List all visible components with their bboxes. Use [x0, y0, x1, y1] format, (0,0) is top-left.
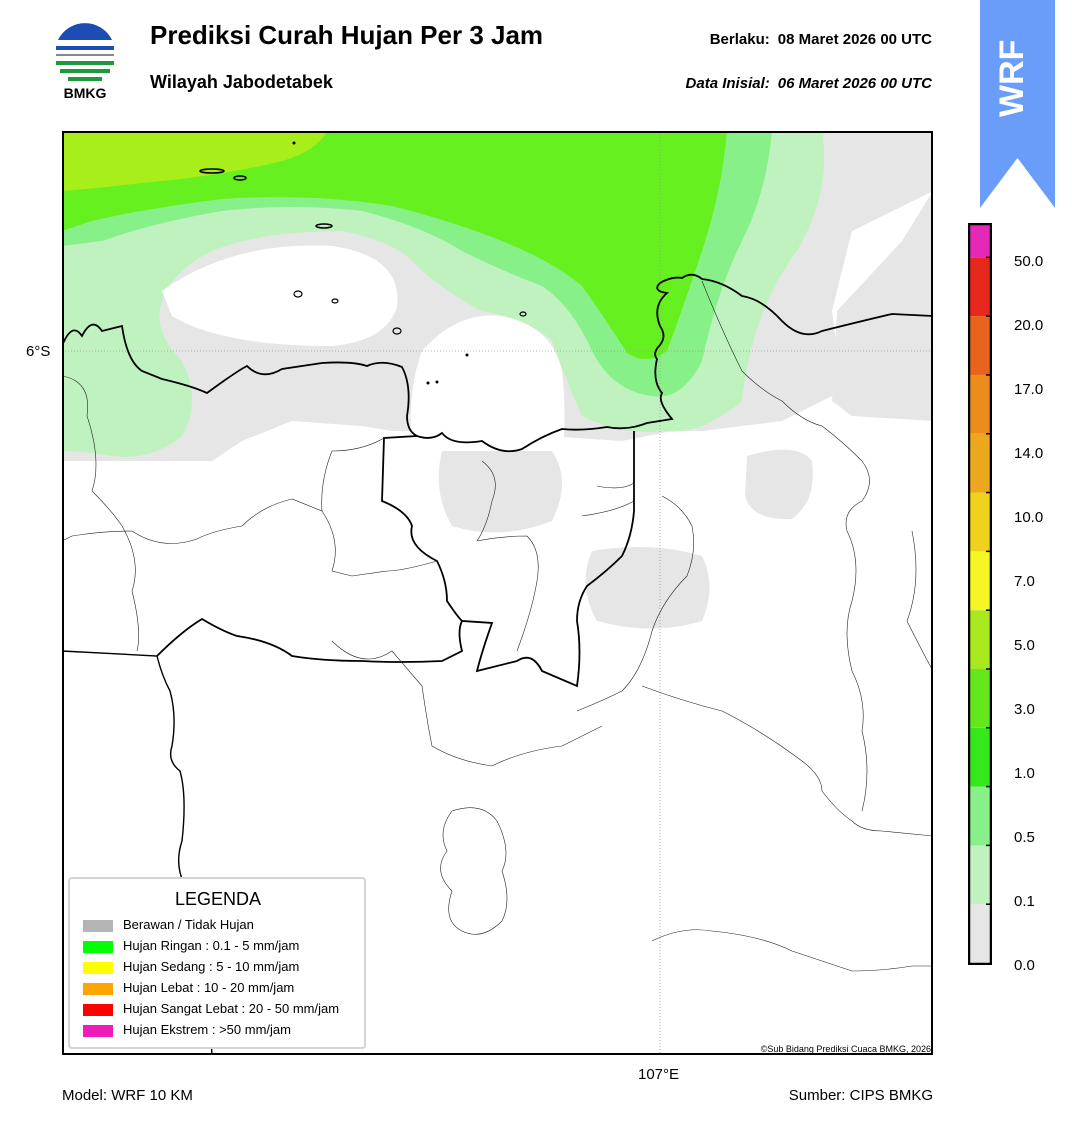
district-line	[62, 437, 385, 544]
colorbar-tick: 10.0	[1014, 509, 1044, 526]
colorbar-tick: 20.0	[1014, 317, 1044, 334]
rain-moderate	[62, 131, 327, 191]
legend-label: Hujan Ekstrem : >50 mm/jam	[123, 1022, 291, 1037]
page-subtitle: Wilayah Jabodetabek	[150, 72, 333, 92]
district-line	[641, 685, 933, 837]
clear-zone-1b	[162, 245, 398, 346]
colorbar-tick: 3.0	[1014, 701, 1035, 718]
legend-item: Hujan Sangat Lebat : 20 - 50 mm/jam	[83, 1000, 339, 1018]
district-line	[121, 525, 139, 652]
legend-label: Hujan Lebat : 10 - 20 mm/jam	[123, 980, 295, 995]
colorbar-tick: 7.0	[1014, 573, 1035, 590]
no-rain-cell-2	[585, 547, 710, 629]
island	[199, 168, 225, 174]
legend-swatch	[83, 940, 113, 953]
map-legend: LEGENDA Berawan / Tidak Hujan Hujan Ring…	[68, 877, 366, 1049]
colorbar	[968, 223, 992, 965]
district-line	[440, 807, 508, 935]
clear-zone-2b	[410, 315, 565, 451]
colorbar-segment	[970, 727, 990, 787]
valid-label: Berlaku:	[709, 31, 770, 48]
no-rain-cell-1	[438, 443, 562, 533]
wrf-badge-icon	[980, 0, 1055, 208]
colorbar-tick: 1.0	[1014, 765, 1035, 782]
district-line	[651, 929, 933, 972]
island	[292, 141, 296, 145]
district-line	[476, 460, 539, 652]
page-title: Prediksi Curah Hujan Per 3 Jam	[150, 20, 544, 50]
legend-item: Berawan / Tidak Hujan	[83, 916, 254, 934]
legend-swatch	[83, 982, 113, 995]
colorbar-segment	[970, 316, 990, 375]
district-line	[576, 495, 694, 712]
wrf-badge-text: WRF	[993, 39, 1031, 117]
colorbar-tick: 50.0	[1014, 253, 1044, 270]
colorbar-segment	[970, 492, 990, 552]
valid-time: Berlaku: 08 Maret 2026 00 UTC	[702, 31, 932, 48]
longitude-label: 107°E	[638, 1066, 680, 1083]
province-border-2	[156, 431, 635, 688]
island	[233, 175, 247, 181]
island	[315, 223, 333, 229]
legend-item: Hujan Lebat : 10 - 20 mm/jam	[83, 979, 294, 997]
colorbar-tick: 17.0	[1014, 381, 1044, 398]
logo-text: BMKG	[63, 85, 107, 101]
colorbar-segment	[970, 904, 990, 963]
legend-label: Hujan Sangat Lebat : 20 - 50 mm/jam	[123, 1001, 340, 1016]
colorbar-tick: 0.1	[1014, 893, 1035, 910]
legend-label: Hujan Ringan : 0.1 - 5 mm/jam	[123, 938, 300, 953]
bmkg-logo-icon	[54, 23, 116, 86]
island	[465, 353, 469, 357]
island	[392, 327, 402, 335]
island	[331, 298, 339, 304]
island	[435, 380, 439, 384]
init-label: Data Inisial:	[685, 75, 770, 92]
colorbar-segment	[970, 668, 990, 728]
copyright-text: ©Sub Bidang Prediksi Cuaca BMKG, 2026	[760, 1044, 931, 1054]
source-label: Sumber: CIPS BMKG	[788, 1087, 933, 1104]
district-line	[62, 375, 123, 527]
valid-value: 08 Maret 2026 00 UTC	[777, 31, 932, 48]
init-time: Data Inisial: 06 Maret 2026 00 UTC	[678, 75, 932, 92]
legend-item: Hujan Ringan : 0.1 - 5 mm/jam	[83, 937, 299, 955]
rain-medium	[62, 131, 727, 360]
colorbar-segment	[970, 225, 990, 258]
latitude-label: 6°S	[26, 343, 51, 360]
legend-label: Hujan Sedang : 5 - 10 mm/jam	[123, 959, 300, 974]
district-line	[581, 482, 635, 517]
colorbar-segment	[970, 551, 990, 611]
init-value: 06 Maret 2026 00 UTC	[777, 75, 932, 92]
colorbar-segment	[970, 374, 990, 434]
legend-swatch	[83, 961, 113, 974]
legend-item: Hujan Ekstrem : >50 mm/jam	[83, 1021, 291, 1039]
district-line	[331, 640, 603, 767]
district-line	[701, 280, 870, 812]
island	[519, 311, 527, 317]
coastline	[62, 273, 933, 453]
legend-title: LEGENDA	[174, 889, 262, 909]
colorbar-frame	[968, 223, 992, 965]
colorbar-tick: 0.0	[1014, 957, 1035, 974]
no-rain-cell-3	[745, 449, 813, 520]
colorbar-segment	[970, 433, 990, 493]
colorbar-segment	[970, 610, 990, 669]
colorbar-segment	[970, 786, 990, 846]
colorbar-segment	[970, 845, 990, 905]
island	[426, 381, 430, 385]
colorbar-tick: 0.5	[1014, 829, 1035, 846]
district-line	[321, 510, 438, 577]
legend-swatch	[83, 1003, 113, 1016]
legend-item: Hujan Sedang : 5 - 10 mm/jam	[83, 958, 299, 976]
district-line	[906, 530, 933, 672]
colorbar-segment	[970, 257, 990, 317]
colorbar-tick: 5.0	[1014, 637, 1035, 654]
colorbar-tick: 14.0	[1014, 445, 1044, 462]
model-label: Model: WRF 10 KM	[62, 1087, 193, 1104]
legend-swatch	[83, 919, 113, 932]
island	[293, 290, 303, 298]
legend-swatch	[83, 1024, 113, 1037]
legend-label: Berawan / Tidak Hujan	[123, 917, 254, 932]
